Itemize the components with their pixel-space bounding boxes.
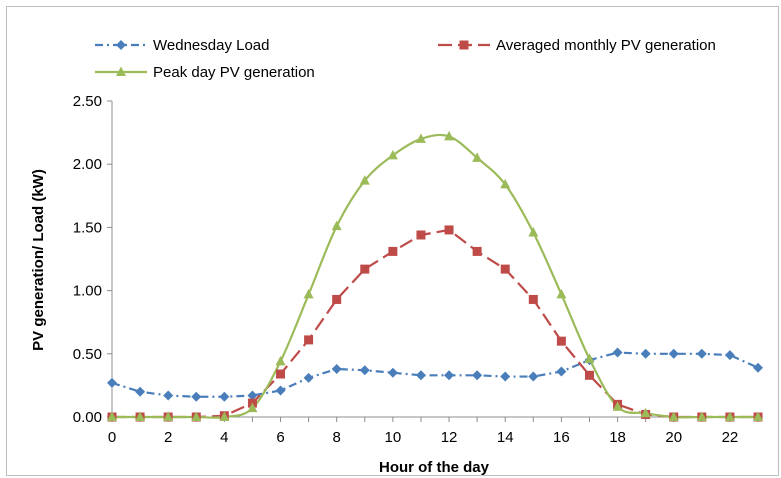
- series-2-point: [247, 402, 258, 413]
- series-2-point: [528, 226, 539, 237]
- series-2-point: [696, 411, 707, 421]
- series-1-point: [444, 225, 454, 235]
- series-1-point: [332, 294, 342, 304]
- x-tick-label: 22: [722, 429, 739, 446]
- x-tick-label: 2: [164, 429, 172, 446]
- series-0-point: [359, 365, 370, 376]
- series-2-point: [415, 133, 426, 143]
- x-tick-label: 14: [497, 429, 514, 446]
- series-0-point: [331, 363, 342, 374]
- legend-label-2: Peak day PV generation: [153, 64, 315, 81]
- chart-frame: [6, 6, 779, 476]
- series-2-point: [584, 353, 595, 363]
- y-tick-label: 1.00: [73, 283, 102, 300]
- x-axis-title: Hour of the day: [379, 459, 490, 476]
- series-2-point: [472, 152, 483, 162]
- series-1-point: [388, 246, 398, 256]
- series-2-point: [640, 407, 651, 418]
- series-0-point: [303, 372, 314, 383]
- series-line-1: [112, 228, 758, 419]
- series-2-point: [219, 411, 230, 421]
- series-0-point: [556, 366, 567, 377]
- y-axis-title: PV generation/ Load (kW): [30, 169, 47, 351]
- y-tick-label: 0.50: [73, 346, 102, 363]
- legend-marker-0: [116, 40, 126, 50]
- series-2-point: [753, 411, 763, 421]
- series-2-point: [444, 130, 455, 141]
- series-0-point: [107, 377, 117, 388]
- x-tick-label: 16: [553, 429, 570, 446]
- series-2-point: [387, 149, 398, 160]
- x-tick-label: 18: [609, 429, 626, 446]
- series-0-point: [444, 370, 455, 381]
- x-tick-label: 8: [333, 429, 341, 446]
- series-0-point: [472, 370, 483, 381]
- series-1-point: [528, 294, 538, 304]
- series-0-point: [612, 347, 623, 358]
- series-0-point: [163, 390, 174, 401]
- legend-marker-2: [116, 66, 126, 76]
- y-tick-label: 1.50: [73, 219, 102, 236]
- legend-marker-1: [459, 40, 469, 50]
- series-1-point: [360, 264, 370, 274]
- series-2-point: [135, 411, 146, 421]
- series-2-point: [500, 178, 511, 189]
- y-tick-label: 2.00: [73, 156, 102, 173]
- series-0-point: [528, 371, 539, 382]
- series-1-point: [276, 369, 286, 379]
- series-1-point: [556, 336, 566, 346]
- series-1-point: [472, 246, 482, 256]
- y-tick-label: 2.50: [73, 93, 102, 110]
- x-tick-label: 6: [276, 429, 284, 446]
- x-tick-label: 12: [441, 429, 458, 446]
- series-0-point: [724, 350, 735, 361]
- legend: Wednesday Load Averaged monthly PV genera…: [95, 37, 716, 81]
- x-tick-label: 10: [385, 429, 402, 446]
- series-0-point: [640, 348, 651, 359]
- series-0-point: [753, 362, 763, 373]
- series-1-point: [500, 264, 510, 274]
- series-1-point: [416, 230, 426, 240]
- legend-label-1: Averaged monthly PV generation: [496, 37, 716, 54]
- series-2-point: [556, 288, 567, 299]
- series-2-point: [107, 411, 117, 421]
- series-2-point: [191, 411, 202, 421]
- series-2-point: [303, 288, 314, 299]
- series-2-point: [163, 411, 174, 421]
- series-2-point: [668, 411, 679, 421]
- series-0-point: [415, 370, 426, 381]
- series-0-point: [387, 367, 398, 378]
- series-0-point: [135, 386, 146, 397]
- series-line-0: [111, 351, 759, 398]
- series-0-point: [247, 390, 258, 401]
- x-tick-label: 0: [108, 429, 116, 446]
- series-0-point: [500, 371, 511, 382]
- series-0-point: [275, 385, 286, 396]
- series-2-point: [275, 355, 286, 366]
- series-0-point: [191, 391, 202, 402]
- x-tick-label: 20: [665, 429, 682, 446]
- series-1-point: [304, 335, 314, 345]
- y-tick-label: 0.00: [73, 409, 102, 426]
- x-tick-label: 4: [220, 429, 228, 446]
- series-2-point: [359, 175, 370, 185]
- series-1-point: [584, 370, 594, 380]
- axes: 0.00 0.50 1.00 1.50 2.00 2.50 0 2 4 6 8 10 12 14 16 18 2…: [73, 93, 759, 446]
- series-2-point: [612, 401, 623, 411]
- series-0-point: [696, 348, 707, 359]
- series-2-point: [724, 411, 735, 421]
- series-0-point: [668, 348, 679, 359]
- series-0-point: [219, 391, 230, 402]
- plot-area: [107, 130, 763, 422]
- series-2-point: [331, 220, 342, 231]
- legend-label-0: Wednesday Load: [153, 37, 269, 54]
